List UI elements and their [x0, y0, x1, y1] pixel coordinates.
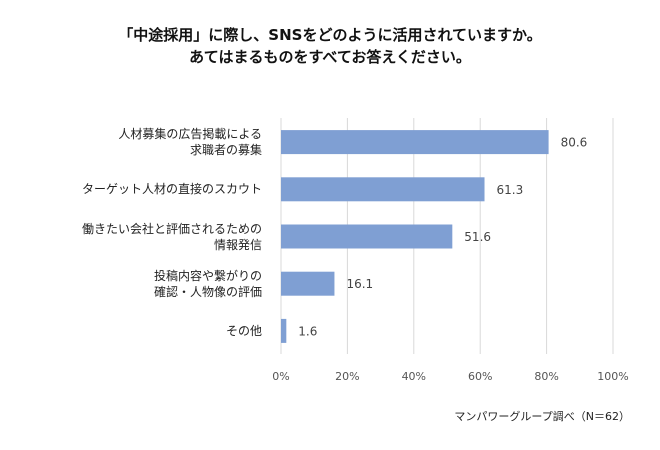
- bar: [281, 224, 453, 249]
- y-tick-label: 働きたい会社と評価されるための 情報発信: [81, 221, 262, 252]
- value-label: 80.6: [561, 136, 588, 150]
- x-tick-label: 40%: [402, 370, 426, 383]
- bar: [281, 318, 287, 343]
- y-tick-label: 投稿内容や繋がりの 確認・人物像の評価: [153, 268, 262, 299]
- y-tick-label: 人材募集の広告掲載による 求職者の募集: [118, 127, 262, 158]
- x-tick-label: 80%: [534, 370, 558, 383]
- x-tick-label: 100%: [597, 370, 628, 383]
- value-label: 16.1: [346, 277, 373, 291]
- value-label: 61.3: [497, 183, 524, 197]
- source-note: マンパワーグループ調べ（N＝62）: [454, 410, 630, 423]
- bar: [281, 177, 485, 202]
- x-tick-label: 60%: [468, 370, 492, 383]
- y-tick-label: ターゲット人材の直接のスカウト: [81, 182, 262, 197]
- bar: [281, 271, 335, 296]
- value-label: 1.6: [298, 324, 317, 338]
- value-label: 51.6: [464, 230, 491, 244]
- bar: [281, 130, 549, 155]
- chart-title: 「中途採用」に際し、SNSをどのように活用されていますか。 あてはまるものをすべ…: [118, 26, 542, 66]
- y-tick-label: その他: [225, 323, 262, 338]
- x-tick-label: 20%: [335, 370, 359, 383]
- x-tick-label: 0%: [272, 370, 289, 383]
